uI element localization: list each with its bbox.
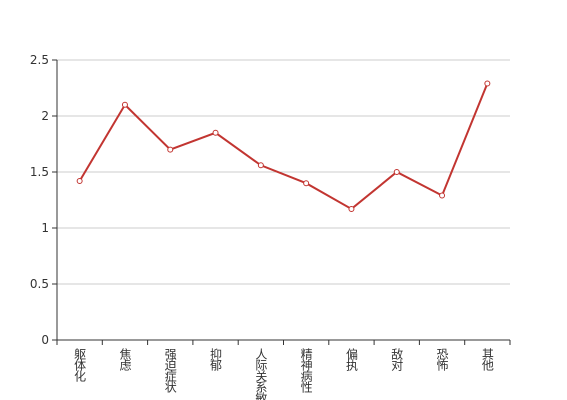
x-tick-label: 偏执 xyxy=(344,347,358,372)
x-tick-label: 恐怖 xyxy=(435,348,449,371)
y-tick-label: 0 xyxy=(41,333,49,347)
point xyxy=(121,101,128,108)
point xyxy=(257,162,264,169)
y-tick-label: 2.5 xyxy=(30,53,49,67)
x-tick-label: 抑郁 xyxy=(209,347,223,372)
y-tick-label: 1.5 xyxy=(30,165,49,179)
point xyxy=(484,80,491,87)
point xyxy=(303,180,310,187)
line xyxy=(78,83,489,211)
point xyxy=(348,205,355,212)
x-tick-label: 精神病性 xyxy=(299,348,313,394)
x-tick-label: 其他 xyxy=(480,348,494,371)
y-tick-label: 2 xyxy=(41,109,49,123)
x-tick-label: 强迫症状 xyxy=(163,348,177,393)
point xyxy=(76,177,83,184)
x-tick-label: 人际关系敏感 xyxy=(254,348,268,400)
point xyxy=(167,146,174,153)
x-tick-label: 躯体化 xyxy=(73,347,87,383)
y-tick-label: 0.5 xyxy=(30,277,49,291)
point xyxy=(439,192,446,199)
point xyxy=(393,169,400,175)
y-tick-label: 1 xyxy=(41,221,49,235)
x-tick-label: 焦虑 xyxy=(118,348,132,371)
x-tick-label: 敌对 xyxy=(390,347,404,371)
point xyxy=(212,129,219,136)
